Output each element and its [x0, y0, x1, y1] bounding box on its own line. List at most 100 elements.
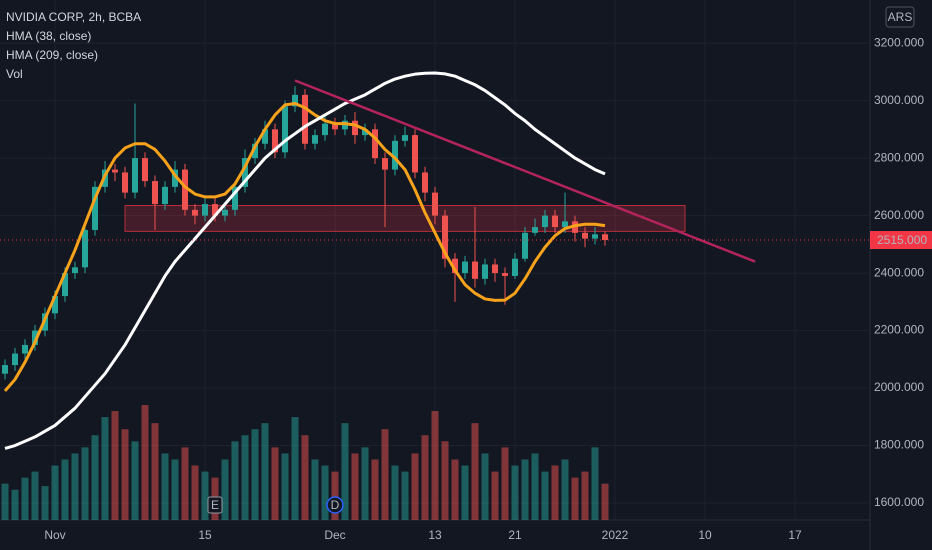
- y-tick-label: 2400.000: [874, 265, 924, 279]
- volume-bar: [91, 435, 99, 520]
- candle-body: [482, 264, 488, 279]
- candle-body: [172, 169, 178, 187]
- candle-body: [2, 365, 8, 374]
- volume-bar: [281, 453, 289, 520]
- candle-body: [602, 234, 608, 241]
- candle-body: [472, 261, 478, 279]
- candle-body: [222, 209, 228, 216]
- y-tick-label: 1800.000: [874, 438, 924, 452]
- candle-body: [392, 140, 398, 170]
- volume-bar: [51, 465, 59, 520]
- volume-bar: [341, 423, 349, 520]
- candle-body: [532, 227, 538, 233]
- x-tick-label: 15: [198, 528, 212, 542]
- volume-bar: [451, 459, 459, 520]
- volume-bar: [181, 447, 189, 520]
- currency[interactable]: ARS: [888, 10, 913, 24]
- candle-body: [542, 215, 548, 228]
- volume-bar: [261, 423, 269, 520]
- volume-bar: [531, 453, 539, 520]
- indicator-label: HMA (209, close): [6, 48, 98, 62]
- volume-bar: [201, 471, 209, 520]
- candle-body: [512, 258, 518, 276]
- volume-bar: [81, 447, 89, 520]
- candle-body: [112, 169, 118, 173]
- x-tick-label: 10: [698, 528, 712, 542]
- volume-bar: [401, 471, 409, 520]
- candle-body: [592, 234, 598, 239]
- volume-bar: [421, 435, 429, 520]
- candle-body: [442, 215, 448, 259]
- candle-body: [302, 94, 308, 144]
- event-marker: [326, 496, 344, 514]
- volume-bar: [241, 435, 249, 520]
- currency-box[interactable]: [885, 6, 915, 28]
- indicator-label: Vol: [6, 67, 23, 81]
- volume-bar: [501, 447, 509, 520]
- candle-body: [562, 221, 568, 228]
- zone: [124, 205, 686, 232]
- volume-bar: [121, 429, 129, 520]
- candle-body: [132, 158, 138, 193]
- chart-title: NVIDIA CORP, 2h, BCBA: [6, 10, 141, 24]
- volume-bar: [61, 459, 69, 520]
- candle-body: [232, 186, 238, 210]
- candle-body: [402, 135, 408, 141]
- candle-body: [182, 169, 188, 210]
- x-tick-label: Dec: [324, 528, 345, 542]
- candle-body: [242, 158, 248, 187]
- candle-body: [352, 120, 358, 136]
- candle-body: [192, 209, 198, 216]
- y-tick-label: 2600.000: [874, 208, 924, 222]
- volume-bar: [551, 465, 559, 520]
- volume-bar: [161, 453, 169, 520]
- volume-bar: [191, 465, 199, 520]
- trendline: [294, 79, 756, 263]
- candle-body: [162, 186, 168, 205]
- candle-body: [152, 181, 158, 205]
- x-tick-label: 21: [508, 528, 522, 542]
- volume-bar: [131, 441, 139, 520]
- price-badge: [870, 231, 932, 250]
- candle-body: [212, 204, 218, 216]
- candle-body: [92, 186, 98, 230]
- candle-body: [32, 330, 38, 345]
- candle-body: [552, 215, 558, 228]
- candle-body: [382, 158, 388, 170]
- volume-bar: [411, 453, 419, 520]
- volume-bar: [151, 423, 159, 520]
- volume-bar: [461, 465, 469, 520]
- y-tick-label: 1600.000: [874, 495, 924, 509]
- indicator-label: HMA (38, close): [6, 29, 91, 43]
- volume-bar: [371, 459, 379, 520]
- volume-bar: [11, 489, 19, 520]
- candle-body: [272, 129, 278, 153]
- volume-bar: [361, 447, 369, 520]
- candle-body: [412, 135, 418, 173]
- y-tick-label: 2000.000: [874, 380, 924, 394]
- volume-bar: [141, 405, 149, 520]
- x-tick-label: 17: [788, 528, 802, 542]
- volume-bar: [571, 477, 579, 520]
- candle-body: [462, 261, 468, 274]
- volume-bar: [111, 411, 119, 520]
- volume-bar: [331, 471, 339, 520]
- volume-bar: [41, 486, 49, 520]
- volume-bar: [441, 441, 449, 520]
- candle-body: [122, 172, 128, 193]
- x-tick-label: Nov: [44, 528, 65, 542]
- hma-line: [4, 71, 606, 450]
- x-tick-label: 2022: [602, 528, 629, 542]
- price-label: 2515.000: [877, 233, 927, 247]
- y-tick-label: 2800.000: [874, 150, 924, 164]
- y-tick-label: 3000.000: [874, 93, 924, 107]
- volume-bar: [481, 453, 489, 520]
- volume-bar: [31, 471, 39, 520]
- candle-body: [332, 123, 338, 130]
- candle-body: [62, 273, 68, 297]
- candle-body: [502, 273, 508, 276]
- candle-body: [452, 258, 458, 274]
- volume-bar: [291, 417, 299, 520]
- event-label: D: [331, 498, 340, 512]
